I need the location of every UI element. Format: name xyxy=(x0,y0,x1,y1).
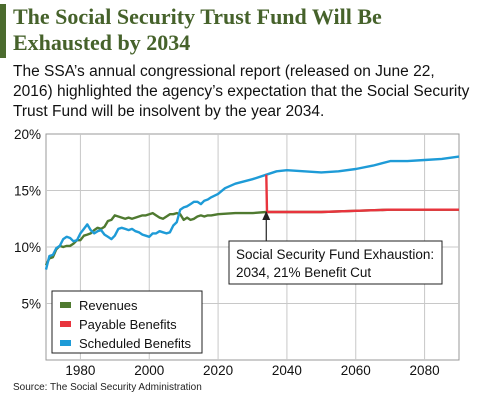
title-accent-bar xyxy=(0,4,6,58)
x-tick-label: 2060 xyxy=(341,363,371,378)
legend-swatch-payable xyxy=(60,321,71,327)
x-tick-label: 2040 xyxy=(272,363,302,378)
annotation-line-1: Social Security Fund Exhaustion: xyxy=(236,247,434,262)
annotation-box xyxy=(228,240,443,285)
x-tick-label: 2020 xyxy=(203,363,233,378)
x-tick-label: 2080 xyxy=(410,363,440,378)
legend-swatch-revenues xyxy=(60,302,71,308)
y-tick-label: 15% xyxy=(14,184,41,199)
series-line-revenues xyxy=(44,208,459,266)
annotation-arrowhead xyxy=(262,210,271,220)
legend-swatch-scheduled xyxy=(60,340,71,346)
x-tick-label: 2000 xyxy=(134,363,164,378)
legend: Revenues Payable Benefits Scheduled Bene… xyxy=(51,290,203,354)
chart-title: The Social Security Trust Fund Will Be E… xyxy=(13,4,382,55)
series-layer xyxy=(44,155,460,270)
y-tick-label: 10% xyxy=(14,240,41,255)
y-tick-label: 5% xyxy=(21,297,41,312)
annotation-line-2: 2034, 21% Benefit Cut xyxy=(236,265,371,280)
x-tick-label: 1980 xyxy=(65,363,95,378)
chart-subtitle: The SSA’s annual congressional report (r… xyxy=(13,63,470,120)
legend-label-revenues: Revenues xyxy=(79,298,138,313)
x-axis-ticks: 1980 2000 2020 2040 2060 2080 xyxy=(65,363,439,378)
series-line-scheduled-benefits xyxy=(44,155,460,270)
legend-box xyxy=(51,290,203,354)
legend-label-scheduled: Scheduled Benefits xyxy=(79,336,192,351)
y-axis-ticks: 5% 10% 15% 20% xyxy=(14,127,41,312)
legend-label-payable: Payable Benefits xyxy=(79,317,177,332)
series-line-payable-benefits xyxy=(265,174,459,214)
source-note: Source: The Social Security Administrati… xyxy=(13,382,202,393)
annotation: Social Security Fund Exhaustion: 2034, 2… xyxy=(228,210,443,285)
y-tick-label: 20% xyxy=(14,127,41,142)
